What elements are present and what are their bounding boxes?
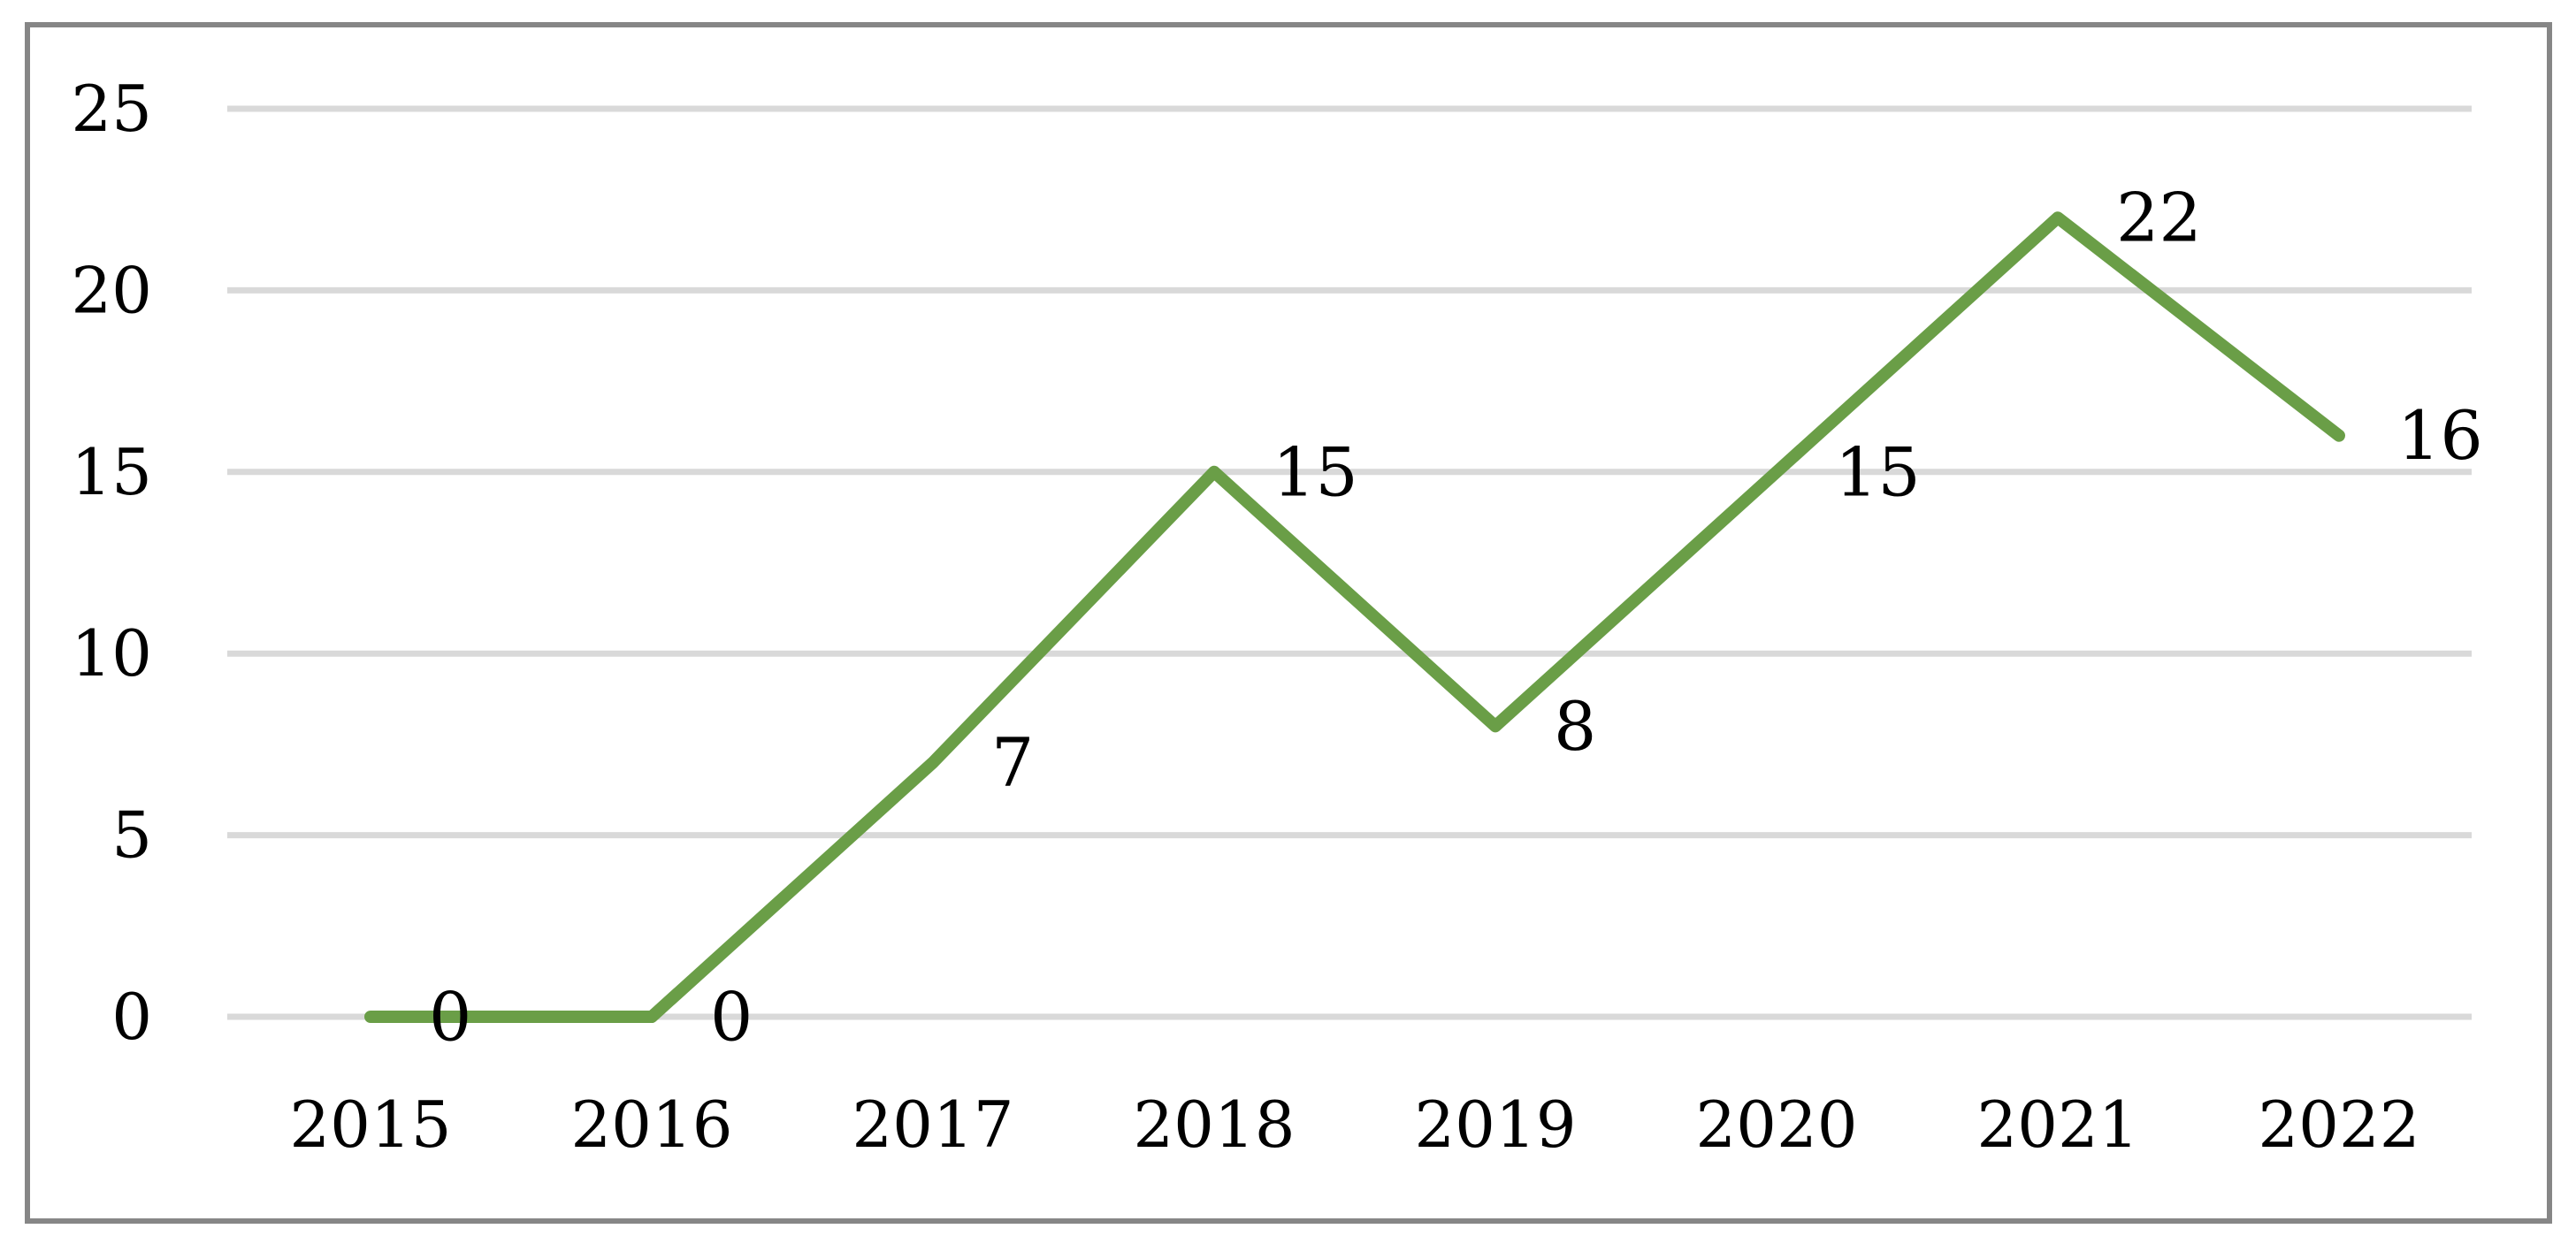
series-line — [364, 211, 2345, 1023]
y-axis-tick-label: 10 — [71, 616, 152, 691]
data-label: 7 — [991, 723, 1034, 802]
labels-layer: 0 5 10 15 20 25 2015 2016 2017 2018 2019 2020 2021 20… — [71, 72, 2482, 1162]
data-label: 15 — [1273, 432, 1358, 511]
x-axis-tick-label: 2019 — [1414, 1088, 1576, 1162]
y-axis-tick-label: 25 — [71, 72, 152, 146]
data-label: 15 — [1835, 432, 1921, 511]
data-label: 22 — [2116, 179, 2202, 257]
x-axis-tick-label: 2018 — [1133, 1088, 1295, 1162]
x-axis-tick-label: 2021 — [1976, 1088, 2138, 1162]
data-label: 16 — [2397, 396, 2483, 475]
data-label: 8 — [1554, 687, 1596, 766]
x-axis-tick-label: 2016 — [570, 1088, 732, 1162]
data-label: 0 — [429, 978, 471, 1057]
x-axis-tick-label: 2015 — [289, 1088, 451, 1162]
x-axis-tick-label: 2017 — [852, 1088, 1013, 1162]
gridlines-layer — [227, 105, 2472, 1020]
x-axis-tick-label: 2022 — [2258, 1088, 2419, 1162]
series-layer — [364, 211, 2345, 1023]
y-axis-tick-label: 20 — [71, 253, 152, 327]
y-axis-tick-label: 0 — [111, 980, 152, 1054]
chart-border — [25, 22, 2552, 1224]
y-axis-tick-label: 5 — [111, 798, 152, 873]
y-axis-tick-label: 15 — [71, 435, 152, 509]
data-label: 0 — [710, 978, 753, 1057]
x-axis-tick-label: 2020 — [1695, 1088, 1857, 1162]
